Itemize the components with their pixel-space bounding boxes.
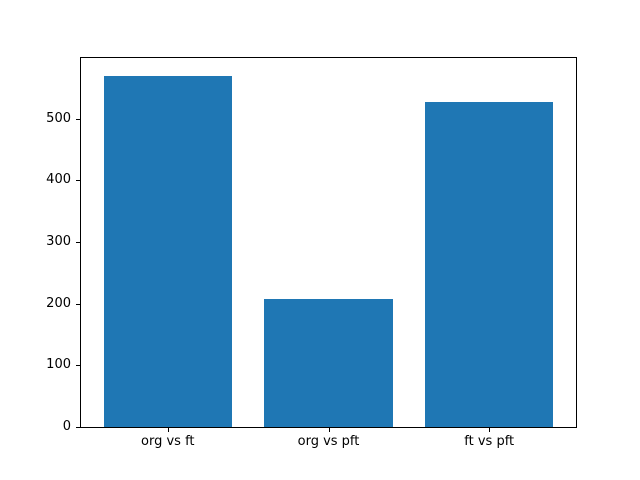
- y-tick-label: 500: [46, 110, 71, 126]
- bar-org-vs-pft: [264, 299, 393, 427]
- x-tick-mark: [489, 427, 491, 432]
- plot-area: org vs ft org vs pft ft vs pft 0 100 200 300 40…: [46, 57, 577, 448]
- y-tick-mark: [76, 242, 81, 244]
- y-tick-mark: [76, 180, 81, 182]
- x-tick-label: org vs ft: [141, 434, 195, 449]
- x-tick-mark: [167, 427, 169, 432]
- y-tick-label: 200: [46, 295, 71, 311]
- bar-ft-vs-pft: [424, 102, 554, 427]
- x-tick-label: ft vs pft: [464, 434, 515, 449]
- y-tick-label: 400: [46, 172, 71, 188]
- y-tick-mark: [76, 303, 81, 305]
- y-tick-label: 100: [46, 357, 71, 373]
- y-tick-mark: [76, 427, 81, 428]
- y-tick-label: 0: [62, 419, 71, 435]
- y-tick-mark: [76, 118, 81, 120]
- x-tick-label: org vs pft: [297, 434, 360, 449]
- x-tick-mark: [328, 427, 330, 432]
- bar-org-vs-ft: [103, 75, 233, 427]
- y-tick-mark: [76, 365, 81, 367]
- y-tick-label: 300: [46, 234, 71, 250]
